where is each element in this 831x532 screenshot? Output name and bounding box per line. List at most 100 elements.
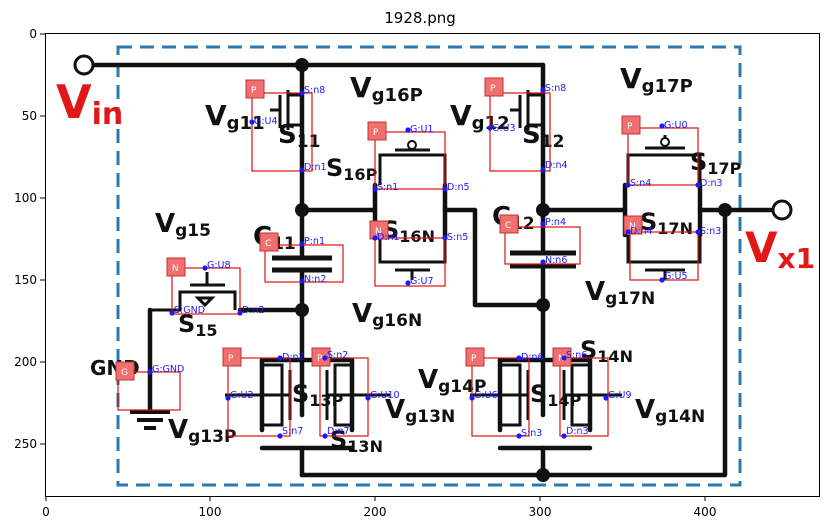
pin-label: D:n1 (304, 162, 327, 173)
vg16n-label: Vg16N (352, 299, 422, 331)
pin-label: S:n5 (447, 232, 468, 243)
pin-label: S:n4 (630, 178, 651, 189)
pin-label: G:GND (152, 364, 184, 375)
pin-label: P:n4 (545, 217, 566, 228)
svg-text:P: P (490, 84, 496, 94)
component-tags: P P P P C N C N N G P P P N (115, 77, 643, 381)
axes-frame (45, 33, 820, 497)
svg-text:N: N (172, 264, 179, 274)
pin-label: G:U9 (608, 390, 632, 401)
x-tick-label: 100 (199, 505, 222, 519)
s14p-label: S14P (530, 380, 582, 410)
svg-text:P: P (317, 354, 323, 364)
s15-label: S15 (178, 310, 218, 340)
pin-label: S:GND (174, 305, 205, 316)
pin-label: G:U8 (207, 260, 231, 271)
svg-text:G: G (121, 368, 128, 378)
pin-label: S:n3 (521, 428, 542, 439)
s16p-box (374, 131, 446, 190)
pin-label: D:n1 (377, 232, 400, 243)
pin-label: D:n6 (521, 352, 544, 363)
y-tick-label: 100 (14, 191, 37, 205)
vin-terminal (73, 54, 95, 76)
svg-text:C: C (505, 221, 511, 231)
s11-box (251, 92, 313, 172)
pin-label: G:U0 (664, 120, 688, 131)
y-axis: 0 50 100 150 200 250 (14, 27, 45, 451)
s14p-tag: P (465, 347, 485, 367)
pin-label: P:n1 (304, 236, 325, 247)
s17n-label: S17N (640, 208, 693, 238)
pin-label: S:n1 (377, 182, 398, 193)
figure-title: 1928.png (384, 9, 456, 27)
pin-label: D:n3 (566, 426, 589, 437)
pin-annotations: S:n8 G:U4 D:n1 S:n8 G:U3 D:n4 G:U1 S:n1 … (147, 83, 723, 439)
vg17p-label: Vg17P (620, 62, 693, 97)
x-tick-label: 0 (42, 505, 50, 519)
pin-label: D:n4 (630, 226, 653, 237)
y-tick-label: 50 (22, 109, 37, 123)
pin-label: N:n6 (545, 255, 567, 266)
s16p-label: S16P (326, 154, 378, 184)
svg-text:N: N (558, 354, 565, 364)
svg-text:P: P (471, 354, 477, 364)
pin-label: S:n2 (327, 350, 348, 361)
s11-tag: P (245, 79, 265, 99)
x-tick-label: 300 (529, 505, 552, 519)
vg14n-label: Vg14N (635, 395, 705, 427)
vx1-label: Vx1 (745, 223, 815, 275)
s16n-tag: N (369, 220, 389, 240)
vg16p-label: Vg16P (350, 71, 423, 106)
s16n-box (374, 237, 446, 287)
x-tick-label: 200 (364, 505, 387, 519)
component-symbols (130, 90, 702, 430)
s13n-tag: P (311, 347, 331, 367)
c12-tag: C (499, 214, 519, 234)
s13p-tag: P (222, 347, 242, 367)
pin-label: G:U5 (664, 271, 688, 282)
svg-text:N: N (375, 227, 382, 237)
x-tick-label: 400 (694, 505, 717, 519)
pin-label: G:U2 (230, 390, 254, 401)
pin-label: S:n8 (545, 83, 566, 94)
s15-tag: N (166, 257, 186, 277)
pin-label: D:n5 (447, 182, 470, 193)
s13p-label: S13P (292, 380, 344, 410)
pin-label: G:U6 (474, 390, 498, 401)
y-tick-label: 150 (14, 273, 37, 287)
pin-label: S:n6 (566, 350, 587, 361)
s17p-label: S17P (690, 148, 742, 178)
y-tick-label: 0 (29, 27, 37, 41)
svg-text:C: C (265, 239, 271, 249)
vin-label: Vin (56, 75, 123, 132)
s12-label: S12 (522, 120, 564, 152)
pin-label: G:U10 (370, 390, 400, 401)
vg14p-label: Vg14P (418, 365, 486, 397)
pin-label: G:U4 (254, 116, 278, 127)
pin-label: S:n7 (282, 426, 303, 437)
vg15-label: Vg15 (155, 209, 211, 241)
vg13p-label: Vg13P (168, 415, 236, 447)
s12-box (489, 92, 551, 172)
pin-label: G:U1 (410, 124, 434, 135)
pin-label: D:n2 (242, 305, 265, 316)
pin-label: G:U3 (492, 123, 516, 134)
vg17n-label: Vg17N (585, 277, 655, 309)
pin-label: G:U7 (410, 276, 434, 287)
s11-label: S11 (278, 120, 320, 152)
s14n-label: S14N (580, 336, 633, 366)
pin-label: D:n4 (545, 160, 568, 171)
pin-label: S:n8 (304, 85, 325, 96)
s16p-tag: P (367, 121, 387, 141)
gnd-tag: G (115, 361, 135, 381)
x-axis: 0 100 200 300 400 (42, 496, 716, 519)
vx1-terminal (771, 199, 793, 221)
s13n-label: S13N (330, 426, 383, 456)
c11-tag: C (259, 232, 279, 252)
svg-text:P: P (251, 86, 257, 96)
svg-text:P: P (373, 128, 379, 138)
y-tick-label: 250 (14, 437, 37, 451)
dashed-boundary (116, 45, 742, 487)
svg-text:P: P (228, 354, 234, 364)
